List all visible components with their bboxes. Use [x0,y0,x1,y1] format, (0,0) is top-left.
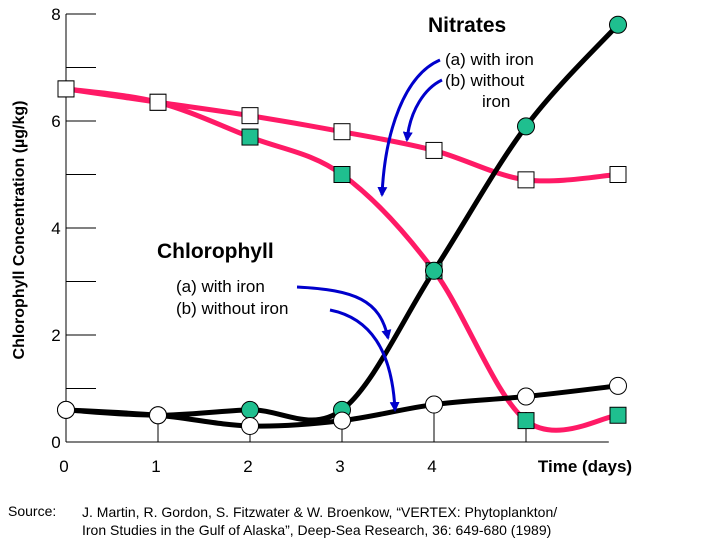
x-tick-label: 0 [59,457,68,476]
nitrates-series-1-point [149,93,167,111]
nitrates-series-0-point [517,412,535,430]
chlorophyll-series-3-point [57,400,75,419]
chlorophyll-series-2-point [241,400,259,419]
nitrates-series-1-point [517,171,535,189]
x-axis-label: Time (days) [538,457,632,476]
nitrates-label-b: (b) without [445,71,525,90]
chlorophyll-series-3-point [149,406,167,425]
chlorophyll-label-b: (b) without iron [176,299,288,318]
y-tick-label: 8 [51,5,60,24]
nitrates-arrow-b [402,78,443,142]
y-axis-label: Chlorophyll Concentration (µg/kg) [11,101,28,360]
x-tick-label: 3 [335,457,344,476]
x-tick-label: 1 [151,457,160,476]
x-tick-label: 4 [427,457,436,476]
nitrates-series-1-point [333,123,351,141]
chlorophyll-title: Chlorophyll [157,240,274,263]
chlorophyll-series-2-point [609,15,627,34]
nitrates-series-0-point [241,128,259,146]
nitrates-label-b-cont: iron [482,92,510,111]
chlorophyll-arrow-a [296,285,392,340]
chlorophyll-series-3-point [333,411,351,430]
y-tick-label: 4 [51,219,60,238]
nitrates-arrow-a [377,58,441,197]
chlorophyll-arrow-b [329,308,400,412]
nitrates-series-0-point [609,406,627,424]
chlorophyll-series-3-point [425,395,443,414]
source-label: Source: [8,503,57,519]
nitrates-series-0-point [333,166,351,183]
nitrates-series-1-point [57,80,75,98]
series-lines [63,22,621,433]
chlorophyll-label-a: (a) with iron [176,277,265,296]
chlorophyll-series-2-point [517,117,535,136]
chlorophyll-series-2-line [63,22,621,423]
nitrates-title: Nitrates [428,14,506,37]
y-tick-label: 6 [51,112,60,131]
y-tick-label: 2 [51,326,60,345]
series-markers [57,15,627,435]
chlorophyll-series-3-point [517,387,535,406]
nitrates-series-1-point [241,107,259,125]
nitrates-series-1-point [609,166,627,183]
chlorophyll-series-3-point [241,416,259,435]
nitrates-label-a: (a) with iron [445,50,534,69]
y-tick-label: 0 [51,433,60,452]
x-tick-label: 2 [243,457,252,476]
nitrates-series-1-point [425,141,443,159]
chlorophyll-series-2-point [425,261,443,280]
source-citation: J. Martin, R. Gordon, S. Fitzwater & W. … [82,504,558,538]
chlorophyll-series-3-point [609,376,627,395]
